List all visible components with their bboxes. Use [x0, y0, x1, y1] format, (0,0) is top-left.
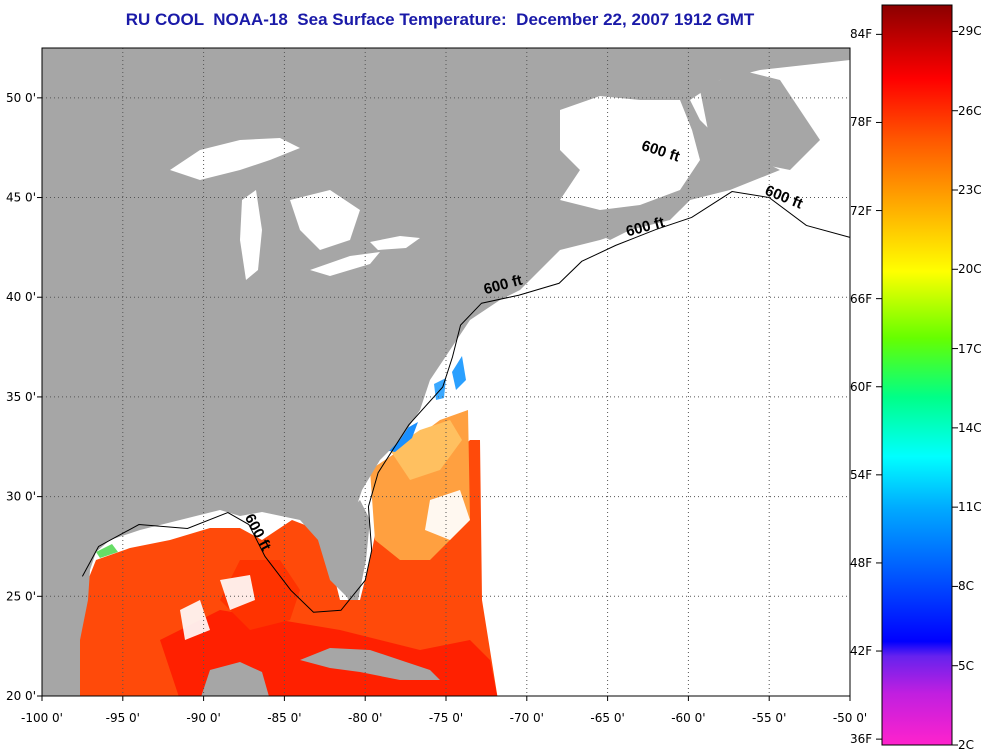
colorbar-fahrenheit-label: 54F — [850, 467, 873, 482]
colorbar-celsius-label: 8C — [958, 579, 975, 594]
lon-tick-label: -50 0' — [833, 711, 867, 725]
great-lake-ontario — [370, 236, 420, 250]
isobath-line — [81, 191, 851, 613]
gulf-of-st-lawrence — [560, 96, 700, 210]
lat-tick-label: 40 0' — [6, 290, 36, 304]
colorbar-fahrenheit-label: 72F — [850, 203, 873, 218]
sst-coastal-cold — [452, 356, 466, 390]
land-florida — [340, 500, 370, 600]
map-axes: -100 0' -95 0' -90 0' -85 0' -80 0' -75 0' -70… — [6, 91, 867, 725]
lat-tick-label: 30 0' — [6, 490, 36, 504]
sst-atlantic-band-light — [390, 420, 462, 480]
land-nova-scotia — [590, 190, 700, 240]
lon-tick-label: -60 0' — [671, 711, 705, 725]
lat-tick-label: 20 0' — [6, 689, 36, 703]
colorbar-fahrenheit-label: 60F — [850, 379, 873, 394]
great-lake-huron — [290, 190, 360, 250]
map-title: RU COOL NOAA-18 Sea Surface Temperature:… — [125, 10, 755, 29]
colorbar-celsius-label: 26C — [958, 103, 982, 118]
land-yucatan — [201, 662, 269, 696]
colorbar-celsius-label: 29C — [958, 24, 982, 39]
cloud-gap — [425, 490, 470, 540]
lon-tick-label: -80 0' — [348, 711, 382, 725]
colorbar-celsius-label: 14C — [958, 420, 982, 435]
map-grid — [42, 48, 850, 696]
colorbar-fahrenheit-label: 42F — [850, 644, 873, 659]
cloud-gap — [180, 600, 210, 640]
colorbar-fahrenheit-label: 66F — [850, 291, 873, 306]
lat-tick-label: 35 0' — [6, 390, 36, 404]
land-cuba — [300, 648, 440, 680]
colorbar-fahrenheit-label: 84F — [850, 27, 873, 42]
great-lake-erie — [310, 252, 380, 276]
colorbar-celsius-label: 20C — [958, 262, 982, 277]
lon-tick-label: -65 0' — [590, 711, 624, 725]
plot-frame — [41, 47, 851, 697]
lat-tick-label: 25 0' — [6, 589, 36, 603]
lon-tick-label: -90 0' — [186, 711, 220, 725]
colorbar-fahrenheit-label: 78F — [850, 115, 873, 130]
colorbar-celsius-label: 17C — [958, 341, 982, 356]
lat-tick-label: 45 0' — [6, 191, 36, 205]
colorbar-celsius-label: 23C — [958, 183, 982, 197]
land-newfoundland — [700, 70, 820, 170]
great-lake-superior — [170, 138, 300, 180]
colorbar-fahrenheit-label: 36F — [850, 732, 873, 747]
great-lake-michigan — [240, 190, 262, 280]
lon-tick-label: -75 0' — [429, 711, 463, 725]
sst-coastal-cold — [434, 378, 446, 400]
colorbar-celsius-label: 11C — [958, 500, 982, 515]
lat-tick-label: 50 0' — [6, 91, 36, 105]
lon-tick-label: -85 0' — [267, 711, 301, 725]
colorbar-celsius-label: 5C — [958, 658, 975, 673]
lon-tick-label: -95 0' — [106, 711, 140, 725]
lon-tick-label: -70 0' — [510, 711, 544, 725]
lon-tick-label: -55 0' — [752, 711, 786, 725]
colorbar — [881, 4, 953, 746]
sst-coastal-cool — [96, 544, 118, 558]
colorbar-ticks — [876, 30, 958, 746]
lon-tick-label: -100 0' — [21, 711, 63, 725]
cloud-gap — [220, 575, 255, 610]
colorbar-celsius-label: 2C — [958, 738, 975, 752]
colorbar-fahrenheit-label: 48F — [850, 555, 873, 570]
